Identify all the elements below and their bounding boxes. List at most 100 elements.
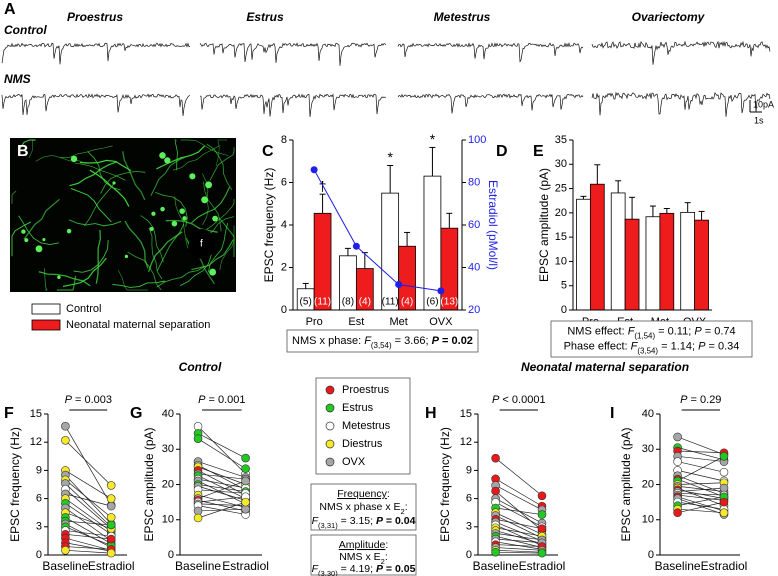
y-tick-label: 0 <box>466 549 472 561</box>
estradiol-point <box>310 166 318 174</box>
neurite <box>11 221 32 257</box>
y2-tick-label: 80 <box>468 176 480 188</box>
legend-label: Neonatal maternal separation <box>66 319 210 331</box>
pair-line <box>65 479 112 518</box>
x-tick-label: Est <box>348 316 364 328</box>
pair-line <box>197 466 246 485</box>
bar <box>659 212 675 311</box>
x-tick-label: Baseline <box>655 559 701 573</box>
bar <box>381 192 400 311</box>
pair-line <box>495 544 543 547</box>
rich-text: Phase effect: F(3,54) = 1.14; P = 0.34 <box>564 340 740 355</box>
stats-box <box>550 320 753 358</box>
point <box>106 520 116 530</box>
pair-line <box>198 496 246 503</box>
neurite <box>156 145 206 170</box>
pair-line <box>677 501 725 514</box>
point <box>106 534 116 544</box>
row-label: Control <box>4 23 47 37</box>
phase-header: Estrus <box>246 10 284 24</box>
rich-text: NMS x phase: F(3,54) = 3.66; P = 0.02 <box>292 335 473 350</box>
stats-box <box>286 329 479 353</box>
y-tick-label: 8 <box>281 134 287 146</box>
scale-label: 1s <box>754 115 764 125</box>
trace <box>591 91 771 117</box>
point <box>719 467 729 477</box>
y-axis-label: EPSC amplitude (pA) <box>142 427 156 541</box>
point <box>537 548 547 558</box>
text-segment: (3,31) <box>318 521 338 530</box>
pair-line <box>495 530 543 545</box>
neurite <box>147 231 183 273</box>
estradiol-point <box>395 281 403 288</box>
y-axis-label: EPSC amplitude (pA) <box>619 427 633 541</box>
neurite <box>44 268 48 291</box>
text-segment: P <box>65 394 73 406</box>
point <box>537 510 547 519</box>
estradiol-point <box>437 287 445 295</box>
pair-line <box>198 473 246 480</box>
pair-line <box>65 533 112 540</box>
stats-box <box>310 483 417 531</box>
point <box>719 451 729 461</box>
y-tick-label: 3 <box>466 521 472 533</box>
bar <box>680 211 696 311</box>
panel-label: E <box>533 143 544 160</box>
legend-label: Control <box>66 303 101 315</box>
neurite <box>218 217 235 258</box>
text-segment: P <box>198 394 206 406</box>
pair-line <box>677 461 725 473</box>
soma <box>24 238 29 243</box>
legend-swatch <box>31 303 61 315</box>
text-segment: : <box>385 551 388 563</box>
pair-line <box>495 527 543 537</box>
point <box>719 497 729 507</box>
point <box>673 508 682 518</box>
text-segment: < 0.0001 <box>499 394 545 406</box>
soma <box>179 208 185 214</box>
point <box>61 436 70 445</box>
pair-line <box>495 502 543 528</box>
y-tick-label: 9 <box>466 464 472 476</box>
neurite <box>124 220 149 269</box>
section-header: Control <box>179 360 222 374</box>
point <box>61 421 70 431</box>
pair-line <box>197 475 246 499</box>
estradiol-point <box>352 242 360 250</box>
phase-header: Metestrus <box>434 10 491 24</box>
y-tick-label: 35 <box>555 134 567 146</box>
y-axis-label: EPSC amplitude (pA) <box>537 168 551 282</box>
rich-text: NMS effect: F(1,54) = 0.11; P = 0.74 <box>567 325 735 340</box>
neurite <box>35 154 88 165</box>
text-segment: NMS x phase x E <box>319 501 400 513</box>
neurite <box>18 215 59 246</box>
neurite <box>150 156 186 196</box>
neurite <box>148 227 163 280</box>
legend-marker <box>325 421 335 431</box>
pair-line <box>65 483 112 528</box>
pair-line <box>677 501 725 510</box>
n-label: (4) <box>359 297 371 308</box>
pair-line <box>495 485 543 511</box>
row-label: NMS <box>4 72 31 86</box>
micrograph-marker: f <box>200 239 203 250</box>
neurite <box>155 191 188 227</box>
panel-label: H <box>425 405 437 422</box>
panel-label: B <box>17 143 29 160</box>
y-tick-label: 4 <box>281 219 287 231</box>
text-segment: (3,54) <box>637 346 658 355</box>
point <box>537 491 547 501</box>
x-tick-label: Estradiol <box>222 559 269 573</box>
pair-line <box>495 515 543 539</box>
y-tick-label: 30 <box>555 158 567 170</box>
x-tick-label: Met <box>389 316 407 328</box>
significance-marker: * <box>387 149 393 165</box>
neurite <box>117 269 148 291</box>
rich-text: P = 0.003 <box>65 394 112 406</box>
neurite <box>38 271 91 287</box>
pair-line <box>65 546 112 550</box>
neurite <box>209 147 235 181</box>
pair-line <box>65 493 112 507</box>
text-segment: F <box>312 515 319 527</box>
